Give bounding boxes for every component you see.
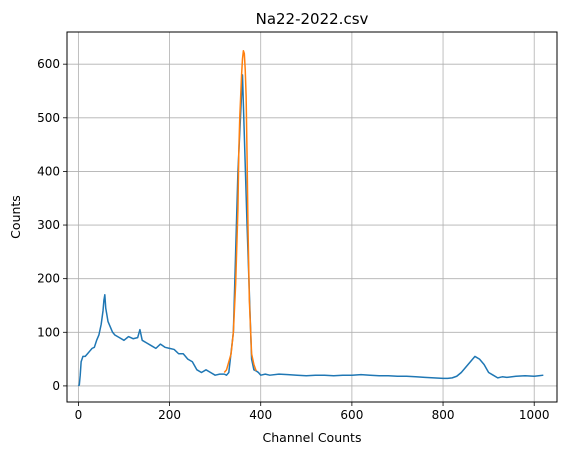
grid [67, 32, 557, 402]
x-axis-label: Channel Counts [263, 430, 362, 445]
y-tick-label: 300 [37, 218, 60, 232]
y-tick-label: 200 [37, 272, 60, 286]
ticks: 0 200 400 600 800 1000 0 100 200 300 400 500 600 [37, 57, 549, 422]
plot-frame [66, 31, 558, 403]
series-line-2 [223, 50, 257, 373]
x-tick-label: 600 [340, 408, 363, 422]
y-tick-label: 0 [52, 379, 60, 393]
x-tick-label: 800 [432, 408, 455, 422]
y-tick-label: 100 [37, 325, 60, 339]
y-tick-label: 500 [37, 111, 60, 125]
y-tick-label: 400 [37, 164, 60, 178]
x-tick-label: 400 [249, 408, 272, 422]
series [77, 50, 544, 387]
x-tick-label: 1000 [519, 408, 550, 422]
y-tick-label: 600 [37, 57, 60, 71]
x-tick-label: 0 [75, 408, 83, 422]
x-tick-label: 200 [158, 408, 181, 422]
chart-title: Na22-2022.csv [256, 10, 369, 28]
y-axis-label: Counts [8, 195, 23, 239]
